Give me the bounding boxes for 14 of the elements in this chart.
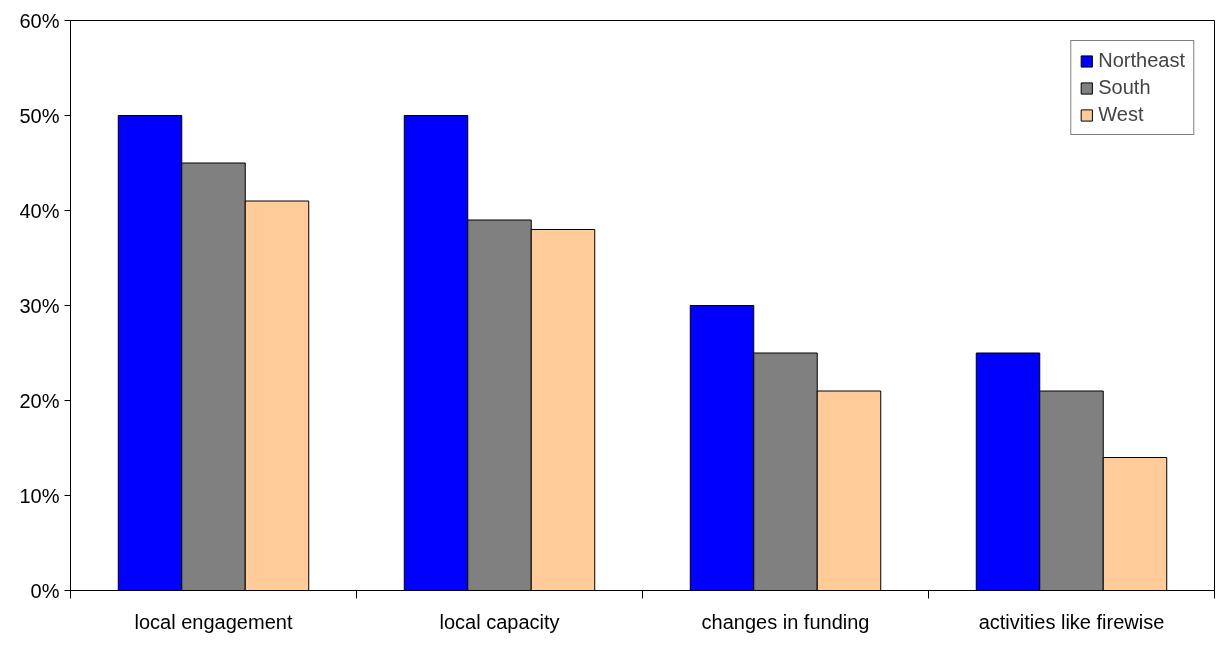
y-tick-label: 0% [30, 579, 60, 602]
y-tick-label: 60% [19, 9, 60, 32]
y-tick-label: 10% [19, 484, 60, 507]
x-tick-label: changes in funding [701, 610, 870, 633]
y-tick-label: 40% [19, 199, 60, 222]
x-tick-label: local capacity [439, 610, 560, 633]
y-tick-label: 20% [19, 389, 60, 412]
x-tick-label: activities like firewise [978, 610, 1165, 633]
legend-label: Northeast [1098, 49, 1185, 72]
x-tick-label: local engagement [134, 610, 293, 633]
legend-label: South [1098, 76, 1151, 99]
legend-label: West [1098, 103, 1144, 126]
y-tick-label: 50% [19, 104, 60, 127]
y-tick-label: 30% [19, 294, 60, 317]
